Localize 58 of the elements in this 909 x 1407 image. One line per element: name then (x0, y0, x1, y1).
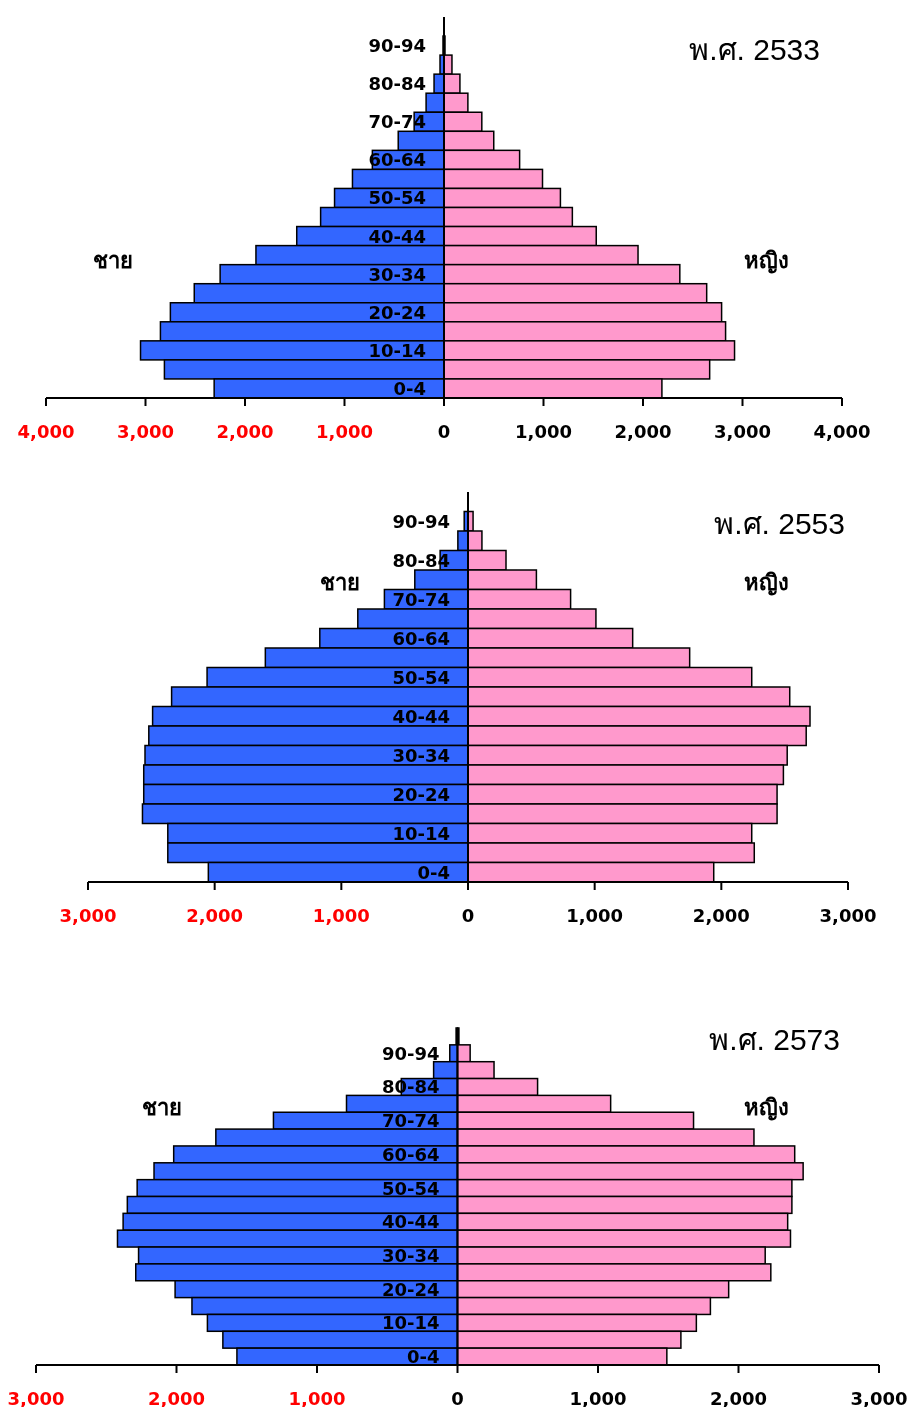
y-tick-label: 0-4 (406, 1346, 440, 1368)
y-tick-label: 70-74 (392, 588, 450, 610)
x-tick-label: 1,000 (312, 905, 370, 926)
y-tick-label: 40-44 (368, 225, 426, 247)
text: พ.ศ. 2533 (689, 33, 820, 66)
y-tick-label: 20-24 (368, 301, 426, 323)
text: หญิง (743, 570, 789, 596)
chart-title: พ.ศ. 2573 (709, 1023, 840, 1056)
x-tick-label: 3,000 (7, 1388, 65, 1407)
y-tick-label: 20-24 (392, 783, 450, 805)
y-tick-label: 30-34 (381, 1244, 440, 1266)
x-tick-label: 2,000 (216, 421, 274, 442)
series-label: ชาย (320, 570, 360, 595)
series-label: ชาย (142, 1095, 182, 1120)
x-tick-label: 3,000 (714, 421, 771, 442)
y-tick-label: 90-94 (392, 510, 450, 532)
text: พ.ศ. 2553 (714, 507, 845, 540)
series-label: หญิง (743, 248, 789, 274)
y-tick-label: 50-54 (381, 1177, 440, 1199)
y-tick-label: 30-34 (392, 744, 450, 766)
y-tick-label: 10-14 (368, 339, 426, 361)
y-tick-label: 0-4 (393, 377, 426, 399)
x-tick-label: 1,000 (316, 421, 373, 442)
x-tick-label: 2,000 (186, 905, 244, 926)
y-tick-label: 10-14 (392, 822, 450, 844)
y-tick-label: 50-54 (392, 666, 450, 688)
y-tick-label: 90-94 (381, 1042, 440, 1064)
x-tick-label: 0 (437, 421, 451, 442)
x-tick-label: 0 (461, 905, 475, 926)
x-tick-label: 3,000 (850, 1388, 908, 1407)
x-tick-label: 3,000 (819, 905, 877, 926)
x-tick-label: 1,000 (288, 1388, 346, 1407)
series-label: หญิง (743, 1095, 789, 1121)
x-tick-label: 1,000 (515, 421, 572, 442)
x-tick-label: 2,000 (148, 1388, 205, 1407)
x-tick-label: 1,000 (569, 1388, 627, 1407)
y-tick-label: 0-4 (417, 861, 450, 883)
x-tick-label: 3,000 (59, 905, 117, 926)
text: ชาย (93, 248, 133, 273)
x-tick-label: 4,000 (813, 421, 871, 442)
x-tick-label: 4,000 (17, 421, 75, 442)
x-tick-label: 2,000 (614, 421, 672, 442)
y-tick-label: 80-84 (368, 73, 426, 95)
y-tick-label: 10-14 (381, 1312, 440, 1334)
x-tick-label: 2,000 (692, 905, 750, 926)
y-tick-label: 20-24 (381, 1278, 440, 1300)
x-tick-label: 2,000 (710, 1388, 767, 1407)
y-tick-label: 30-34 (368, 263, 426, 285)
y-tick-label: 50-54 (368, 187, 426, 209)
y-tick-label: 40-44 (392, 705, 450, 727)
y-tick-label: 60-64 (381, 1143, 440, 1165)
y-tick-label: 60-64 (392, 627, 450, 649)
x-tick-label: 0 (451, 1388, 464, 1407)
y-tick-label: 40-44 (381, 1211, 440, 1233)
x-tick-label: 3,000 (117, 421, 174, 442)
x-tick-label: 1,000 (566, 905, 624, 926)
y-tick-label: 70-74 (381, 1110, 440, 1132)
y-tick-label: 90-94 (368, 35, 426, 57)
